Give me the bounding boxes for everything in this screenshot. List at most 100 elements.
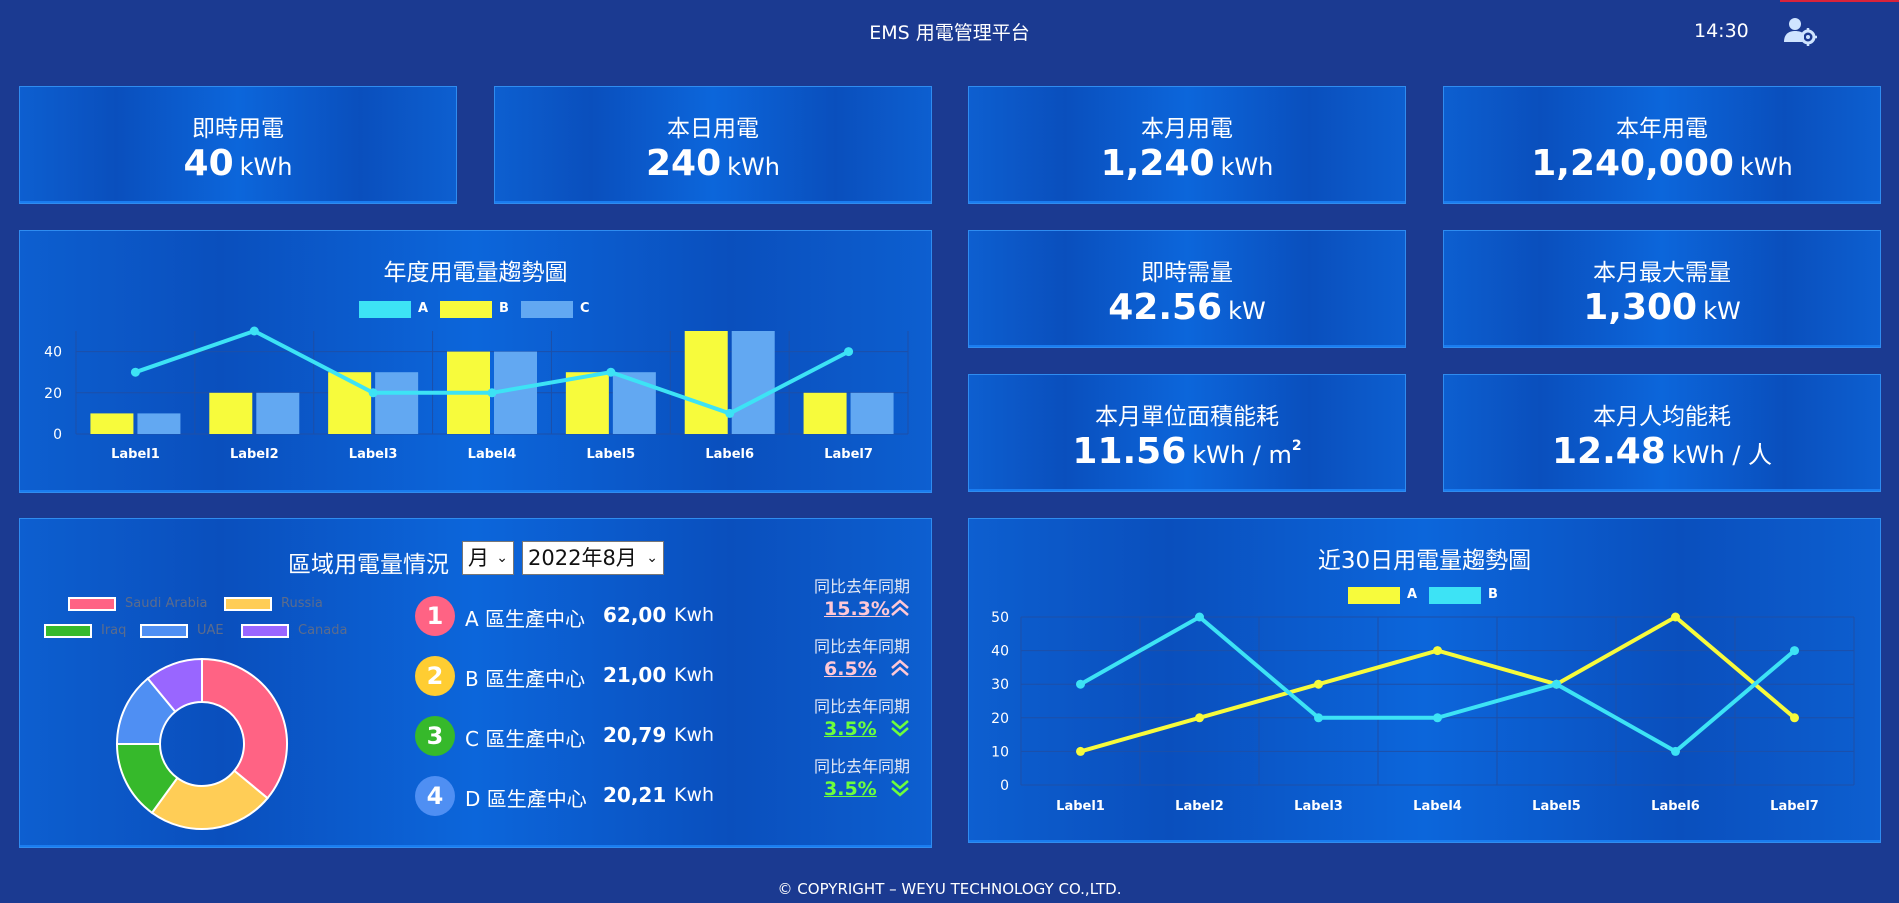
top-bar: EMS 用電管理平台 14:30	[0, 0, 1899, 62]
stat-value: 1,300 kW	[1583, 287, 1741, 328]
bar-c	[612, 372, 656, 434]
month-select[interactable]: 2022年8月 ⌄	[522, 541, 664, 575]
legend-swatch-c[interactable]	[521, 301, 573, 318]
trend30-panel: 近30日用電量趨勢圖 A B 0 10 20 30 40 50 Label1 Label2 La…	[968, 518, 1881, 843]
bar-b	[684, 331, 728, 434]
legend-label-a[interactable]: A	[1407, 587, 1418, 602]
stat-card-demand: 即時需量 42.56 kW	[968, 230, 1406, 348]
legend-label-a[interactable]: A	[418, 301, 429, 316]
double-chevron-up-icon	[891, 659, 909, 676]
stat-label: 本月單位面積能耗	[1095, 404, 1279, 430]
line-point-b	[1195, 612, 1204, 622]
x-tick-label: Label6	[705, 447, 754, 462]
yoy-label: 同比去年同期	[814, 577, 911, 596]
region-name: C 區生產中心	[465, 727, 586, 751]
pie-legend-label[interactable]: Russia	[281, 596, 323, 611]
x-tick-label: Label5	[587, 447, 636, 462]
region-name: B 區生產中心	[465, 667, 586, 691]
stat-card-max-demand: 本月最大需量 1,300 kW	[1443, 230, 1881, 348]
stat-value: 12.48 kWh / 人	[1551, 431, 1773, 472]
region-unit: Kwh	[674, 604, 715, 626]
x-tick-label: Label4	[468, 447, 517, 462]
legend-label-b[interactable]: B	[499, 301, 509, 316]
bar-b	[209, 392, 253, 434]
region-row-d: 4 D 區生產中心 20,21 Kwh 同比去年同期 3.5%	[20, 751, 931, 816]
period-select[interactable]: 月 ⌄	[462, 541, 514, 575]
region-unit: Kwh	[674, 724, 715, 746]
user-settings-icon[interactable]	[1784, 16, 1818, 46]
pie-legend-swatch[interactable]	[224, 597, 272, 611]
yoy-label: 同比去年同期	[814, 697, 911, 716]
pie-legend-swatch[interactable]	[44, 624, 92, 638]
legend-swatch-b[interactable]	[440, 301, 492, 318]
x-tick-label: Label3	[1294, 799, 1343, 814]
stat-label: 本月人均能耗	[1593, 404, 1731, 430]
line-point-b	[1552, 679, 1561, 689]
line-point-a	[368, 388, 378, 398]
yoy-value: 3.5%	[824, 778, 877, 800]
stat-label: 即時用電	[192, 116, 284, 142]
line-point-a	[130, 367, 140, 377]
legend-swatch-b[interactable]	[1429, 587, 1481, 604]
region-value: 62,00	[603, 603, 667, 627]
region-value: 20,79	[603, 723, 667, 747]
pie-legend-label[interactable]: UAE	[197, 623, 224, 638]
region-value: 21,00	[603, 663, 667, 687]
y-tick-label: 40	[991, 644, 1009, 660]
region-name: A 區生產中心	[465, 607, 586, 631]
legend-label-c[interactable]: C	[580, 301, 590, 316]
yoy-value: 15.3%	[824, 598, 890, 620]
line-point-b	[1433, 713, 1442, 723]
rank-badge: 2	[415, 656, 455, 696]
line-point-a	[844, 347, 854, 357]
region-row-b: 2 B 區生產中心 21,00 Kwh 同比去年同期 6.5%	[20, 631, 931, 696]
region-name: D 區生產中心	[465, 787, 587, 811]
stat-label: 本月用電	[1141, 116, 1233, 142]
region-value: 20,21	[603, 783, 667, 807]
app-title: EMS 用電管理平台	[869, 22, 1030, 44]
line-point-a	[1671, 612, 1680, 622]
bar-c	[137, 413, 181, 434]
chevron-down-icon: ⌄	[646, 550, 658, 566]
line-point-a	[1790, 713, 1799, 723]
line-point-b	[1671, 746, 1680, 756]
legend-swatch-a[interactable]	[1348, 587, 1400, 604]
pie-legend-label[interactable]: Saudi Arabia	[125, 596, 208, 611]
chevron-down-icon: ⌄	[496, 550, 508, 566]
x-tick-label: Label2	[230, 447, 279, 462]
pie-legend-swatch[interactable]	[241, 624, 289, 638]
pie-legend-swatch[interactable]	[68, 597, 116, 611]
legend-label-b[interactable]: B	[1488, 587, 1498, 602]
pie-legend-swatch[interactable]	[140, 624, 188, 638]
stat-value: 11.56 kWh / m2	[1072, 431, 1302, 472]
pie-legend-label[interactable]: Iraq	[101, 623, 127, 638]
stat-card-today: 本日用電 240 kWh	[494, 86, 932, 204]
x-tick-label: Label7	[1770, 799, 1819, 814]
x-tick-label: Label5	[1532, 799, 1581, 814]
pie-legend-label[interactable]: Canada	[298, 623, 348, 638]
stat-value: 240 kWh	[646, 143, 780, 184]
stat-value: 1,240,000 kWh	[1531, 143, 1793, 184]
stat-card-area-energy: 本月單位面積能耗 11.56 kWh / m2	[968, 374, 1406, 492]
line-point-b	[1790, 646, 1799, 656]
stat-label: 即時需量	[1141, 260, 1233, 286]
y-tick-label: 0	[53, 427, 62, 443]
yoy-value: 3.5%	[824, 718, 877, 740]
x-tick-label: Label3	[349, 447, 398, 462]
line-point-a	[725, 408, 735, 418]
bar-c	[375, 372, 419, 434]
legend-swatch-a[interactable]	[359, 301, 411, 318]
stat-value: 40 kWh	[183, 143, 293, 184]
stat-value: 42.56 kW	[1108, 287, 1266, 328]
rank-badge: 3	[415, 716, 455, 756]
stat-label: 本年用電	[1616, 116, 1708, 142]
y-tick-label: 0	[1000, 778, 1009, 794]
line-point-a	[606, 367, 616, 377]
stat-value: 1,240 kWh	[1100, 143, 1274, 184]
double-chevron-up-icon	[891, 599, 909, 616]
annual-chart-panel: 年度用電量趨勢圖 A B C 0 20 40 Label1 Label2 Label3 La…	[19, 230, 932, 493]
region-panel: 區域用電量情況 月 ⌄ 2022年8月 ⌄ Saudi Arabia Russia …	[19, 518, 932, 848]
annual-chart-title: 年度用電量趨勢圖	[383, 260, 568, 286]
region-title: 區域用電量情況	[288, 552, 449, 578]
y-tick-label: 40	[44, 345, 62, 361]
